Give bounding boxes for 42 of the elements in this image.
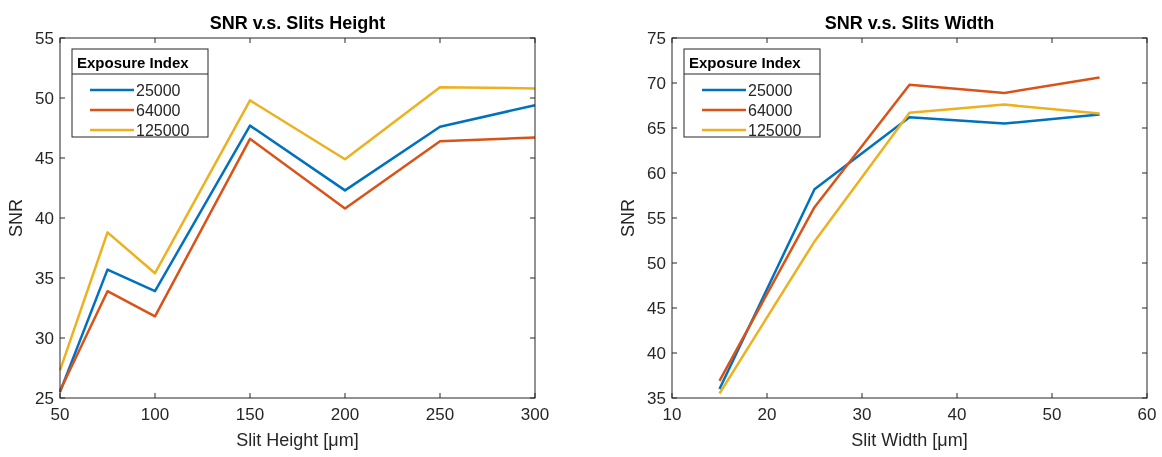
legend-label: 25000 [136,82,181,99]
x-tick-label: 150 [235,405,265,424]
y-tick-label: 35 [647,389,666,408]
legend-label: 125000 [136,122,190,139]
legend-label: 64000 [136,102,181,119]
y-tick-label: 50 [647,254,666,273]
legend-label: 25000 [748,82,793,99]
legend-title: Exposure Index [77,54,190,71]
y-tick-label: 50 [35,89,54,108]
y-tick-label: 65 [647,119,666,138]
x-tick-label: 60 [1137,405,1157,424]
x-tick-label: 20 [757,405,777,424]
x-axis-title: Slit Height [μm] [236,430,359,450]
y-tick-label: 30 [35,329,54,348]
x-tick-label: 10 [662,405,682,424]
chart-title: SNR v.s. Slits Width [824,13,995,33]
legend-title: Exposure Index [689,54,802,71]
x-tick-label: 50 [1042,405,1062,424]
y-tick-label: 60 [647,164,666,183]
y-tick-label: 70 [647,74,666,93]
y-axis-title: SNR [6,198,26,238]
y-tick-label: 55 [647,209,666,228]
legend-label: 64000 [748,102,793,119]
x-tick-label: 100 [140,405,170,424]
legend-label: 125000 [748,122,802,139]
x-tick-label: 40 [947,405,967,424]
y-tick-label: 40 [647,344,666,363]
x-tick-label: 50 [50,405,70,424]
y-tick-label: 25 [35,389,54,408]
y-tick-label: 55 [35,29,54,48]
y-tick-label: 75 [647,29,666,48]
y-axis-title: SNR [618,198,638,238]
y-tick-label: 40 [35,209,54,228]
y-tick-label: 45 [35,149,54,168]
x-tick-label: 200 [330,405,360,424]
chart-title: SNR v.s. Slits Height [209,13,386,33]
y-tick-label: 45 [647,299,666,318]
x-axis-title: Slit Width [μm] [851,430,968,450]
x-tick-label: 300 [520,405,550,424]
x-tick-label: 30 [852,405,872,424]
x-tick-label: 250 [425,405,455,424]
y-tick-label: 35 [35,269,54,288]
